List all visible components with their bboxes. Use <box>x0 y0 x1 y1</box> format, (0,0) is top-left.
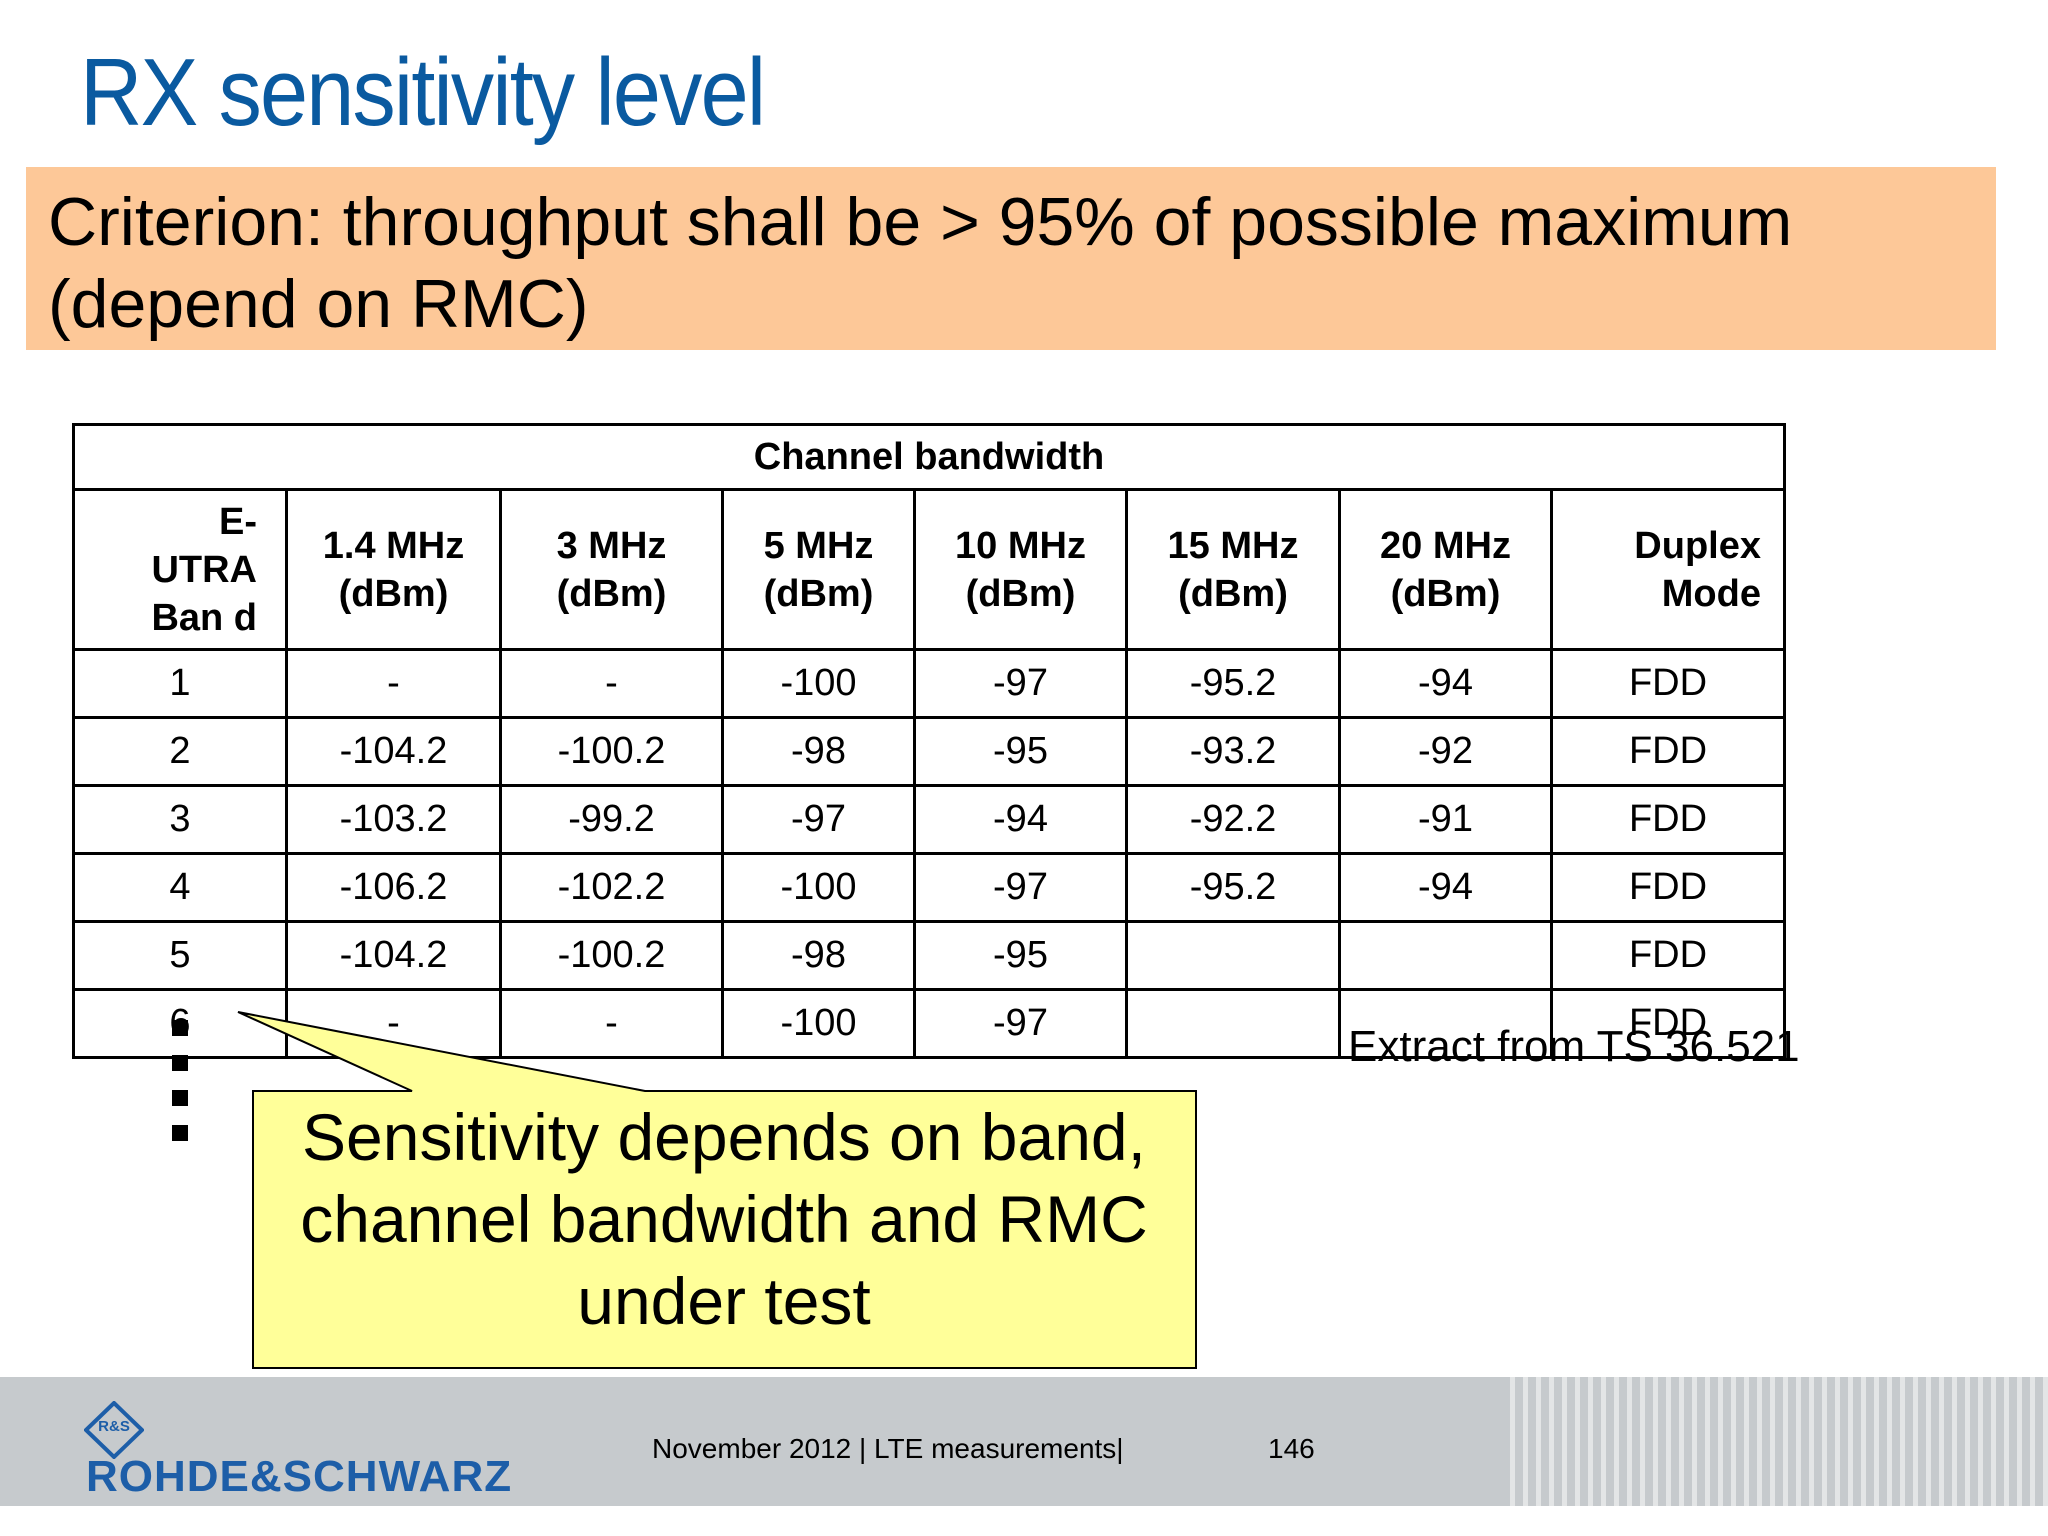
column-header-row: E-UTRA Ban d 1.4 MHz (dBm) 3 MHz (dBm) 5… <box>72 488 1786 651</box>
table-cell <box>1125 920 1341 991</box>
table-cell: -95.2 <box>1125 648 1341 719</box>
table-cell: - <box>285 648 502 719</box>
table-cell <box>1338 920 1553 991</box>
table-cell: -100 <box>721 988 916 1059</box>
table-row: 1- - -100 -97 -95.2 -94 FDD <box>72 648 1786 719</box>
table-cell: -100.2 <box>499 920 724 991</box>
table-cell: -95 <box>913 920 1128 991</box>
table-cell: -98 <box>721 920 916 991</box>
header-text: 10 MHz (dBm) <box>955 524 1086 615</box>
table-cell <box>1338 988 1553 1059</box>
table-body: 1- - -100 -97 -95.2 -94 FDD 2 -104.2 -100.2 -98 -95… <box>72 648 1786 1059</box>
header-duplex-text: Duplex Mode <box>1634 524 1761 615</box>
column-header: Duplex Mode <box>1550 488 1786 651</box>
channel-bandwidth-header: Channel bandwidth <box>72 423 1786 491</box>
slide-title: RX sensitivity level <box>80 39 766 146</box>
footer-stripes <box>1510 1377 2048 1506</box>
table-row: 4 -106.2 -102.2 -100 -97 -95.2 -94 FDD <box>72 852 1786 923</box>
table-cell: -97 <box>913 988 1128 1059</box>
table-cell: -94 <box>1338 852 1553 923</box>
column-header: 1.4 MHz (dBm) <box>285 488 502 651</box>
table-cell: -97 <box>913 852 1128 923</box>
table-cell: FDD <box>1550 648 1786 719</box>
header-text: 1.4 MHz (dBm) <box>322 524 465 615</box>
table-cell: -97 <box>721 784 916 855</box>
table-cell: -92 <box>1338 716 1553 787</box>
table-cell: 4 <box>72 852 288 923</box>
table-cell: -100 <box>721 648 916 719</box>
table-cell: -98 <box>721 716 916 787</box>
table-cell: -99.2 <box>499 784 724 855</box>
column-header: 20 MHz (dBm) <box>1338 488 1553 651</box>
table-row: 5 -104.2 -100.2 -98 -95 FDD <box>72 920 1786 991</box>
callout-balloon <box>237 1011 1197 1369</box>
table-cell: -106.2 <box>285 852 502 923</box>
table-cell: -93.2 <box>1125 716 1341 787</box>
table-cell: -97 <box>913 648 1128 719</box>
page-number: 146 <box>1268 1433 1315 1464</box>
table-row: 3 -103.2 -99.2 -97 -94 -92.2 -91 FDD <box>72 784 1786 855</box>
table-cell: -91 <box>1338 784 1553 855</box>
table-cell: FDD <box>1550 784 1786 855</box>
table-cell: 2 <box>72 716 288 787</box>
ellipsis-dot <box>172 1055 188 1071</box>
extract-note: Extract from TS 36.521 <box>1348 1022 1800 1071</box>
header-text: 3 MHz (dBm) <box>556 524 667 615</box>
sensitivity-table: Channel bandwidth E-UTRA Ban d 1.4 MHz (… <box>72 423 1786 1059</box>
callout-text: Sensitivity depends on band, channel ban… <box>300 1100 1148 1338</box>
footer: R&S ROHDE&SCHWARZ November 2012 | LTE me… <box>0 1377 2048 1506</box>
column-header: 15 MHz (dBm) <box>1125 488 1341 651</box>
table-cell: -103.2 <box>285 784 502 855</box>
table-cell: -102.2 <box>499 852 724 923</box>
column-header: 10 MHz (dBm) <box>913 488 1128 651</box>
table-cell: 5 <box>72 920 288 991</box>
table-cell: -100.2 <box>499 716 724 787</box>
table-cell: -94 <box>913 784 1128 855</box>
header-text: 15 MHz (dBm) <box>1167 524 1299 615</box>
criterion-banner: Criterion: throughput shall be > 95% of … <box>26 167 1996 350</box>
table-cell: -94 <box>1338 648 1553 719</box>
table-cell: 1 <box>72 648 288 719</box>
table-cell: FDD <box>1550 988 1786 1059</box>
table-cell: -95.2 <box>1125 852 1341 923</box>
column-header: E-UTRA Ban d <box>72 488 288 651</box>
table-cell <box>1125 988 1341 1059</box>
column-header: 3 MHz (dBm) <box>499 488 724 651</box>
header-band-text: E-UTRA Ban d <box>151 500 257 639</box>
table-cell: -92.2 <box>1125 784 1341 855</box>
footer-info: November 2012 | LTE measurements| <box>652 1433 1124 1464</box>
column-header: 5 MHz (dBm) <box>721 488 916 651</box>
table-cell: - <box>499 988 724 1059</box>
rs-diamond-logo-icon: R&S <box>84 1401 144 1459</box>
table-cell: -95 <box>913 716 1128 787</box>
header-text: 5 MHz (dBm) <box>763 524 874 615</box>
table-cell: 3 <box>72 784 288 855</box>
table-cell: FDD <box>1550 920 1786 991</box>
ellipsis-dot <box>172 1020 188 1036</box>
ellipsis-dot <box>172 1125 188 1141</box>
table-cell: -104.2 <box>285 716 502 787</box>
company-logo-text: ROHDE&SCHWARZ <box>86 1452 513 1501</box>
ellipsis-dot <box>172 1090 188 1106</box>
table-cell: FDD <box>1550 852 1786 923</box>
table-cell: - <box>499 648 724 719</box>
logo-mark-text: R&S <box>98 1418 130 1435</box>
header-text: 20 MHz (dBm) <box>1380 524 1511 615</box>
table-cell: -104.2 <box>285 920 502 991</box>
criterion-text: Criterion: throughput shall be > 95% of … <box>48 184 1793 342</box>
table-cell: FDD <box>1550 716 1786 787</box>
ellipsis-dots <box>172 1020 188 1160</box>
table-cell: -100 <box>721 852 916 923</box>
table-row: 2 -104.2 -100.2 -98 -95 -93.2 -92 FDD <box>72 716 1786 787</box>
